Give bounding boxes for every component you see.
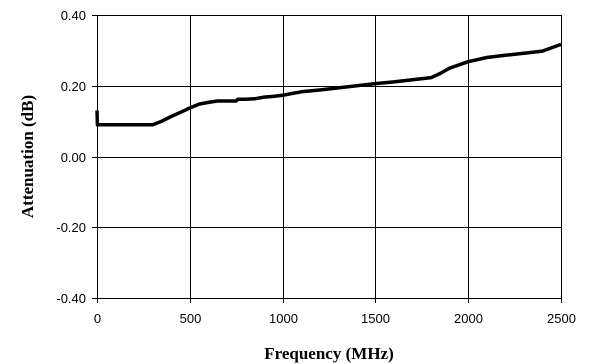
x-axis-title: Frequency (MHz) [264,344,394,363]
x-tick-label: 500 [180,311,202,326]
y-tick-label: 0.00 [61,150,86,165]
y-tick-label: 0.20 [61,79,86,94]
y-tick-label: -0.40 [56,291,86,306]
attenuation-series-line [95,42,562,127]
plot-area-frame [97,15,562,299]
x-axis-tick-labels: 0 500 1000 1500 2000 2500 [94,311,576,326]
y-tick-label: -0.20 [56,220,86,235]
x-tick-label: 1000 [269,311,298,326]
x-tick-label: 2500 [547,311,576,326]
x-tick-label: 2000 [454,311,483,326]
y-tick-label: 0.40 [61,8,86,23]
x-tick-label: 0 [94,311,101,326]
axis-ticks [92,15,562,303]
y-axis-title: Attenuation (dB) [18,95,37,218]
x-tick-label: 1500 [361,311,390,326]
y-axis-tick-labels: 0.40 0.20 0.00 -0.20 -0.40 [56,8,86,306]
